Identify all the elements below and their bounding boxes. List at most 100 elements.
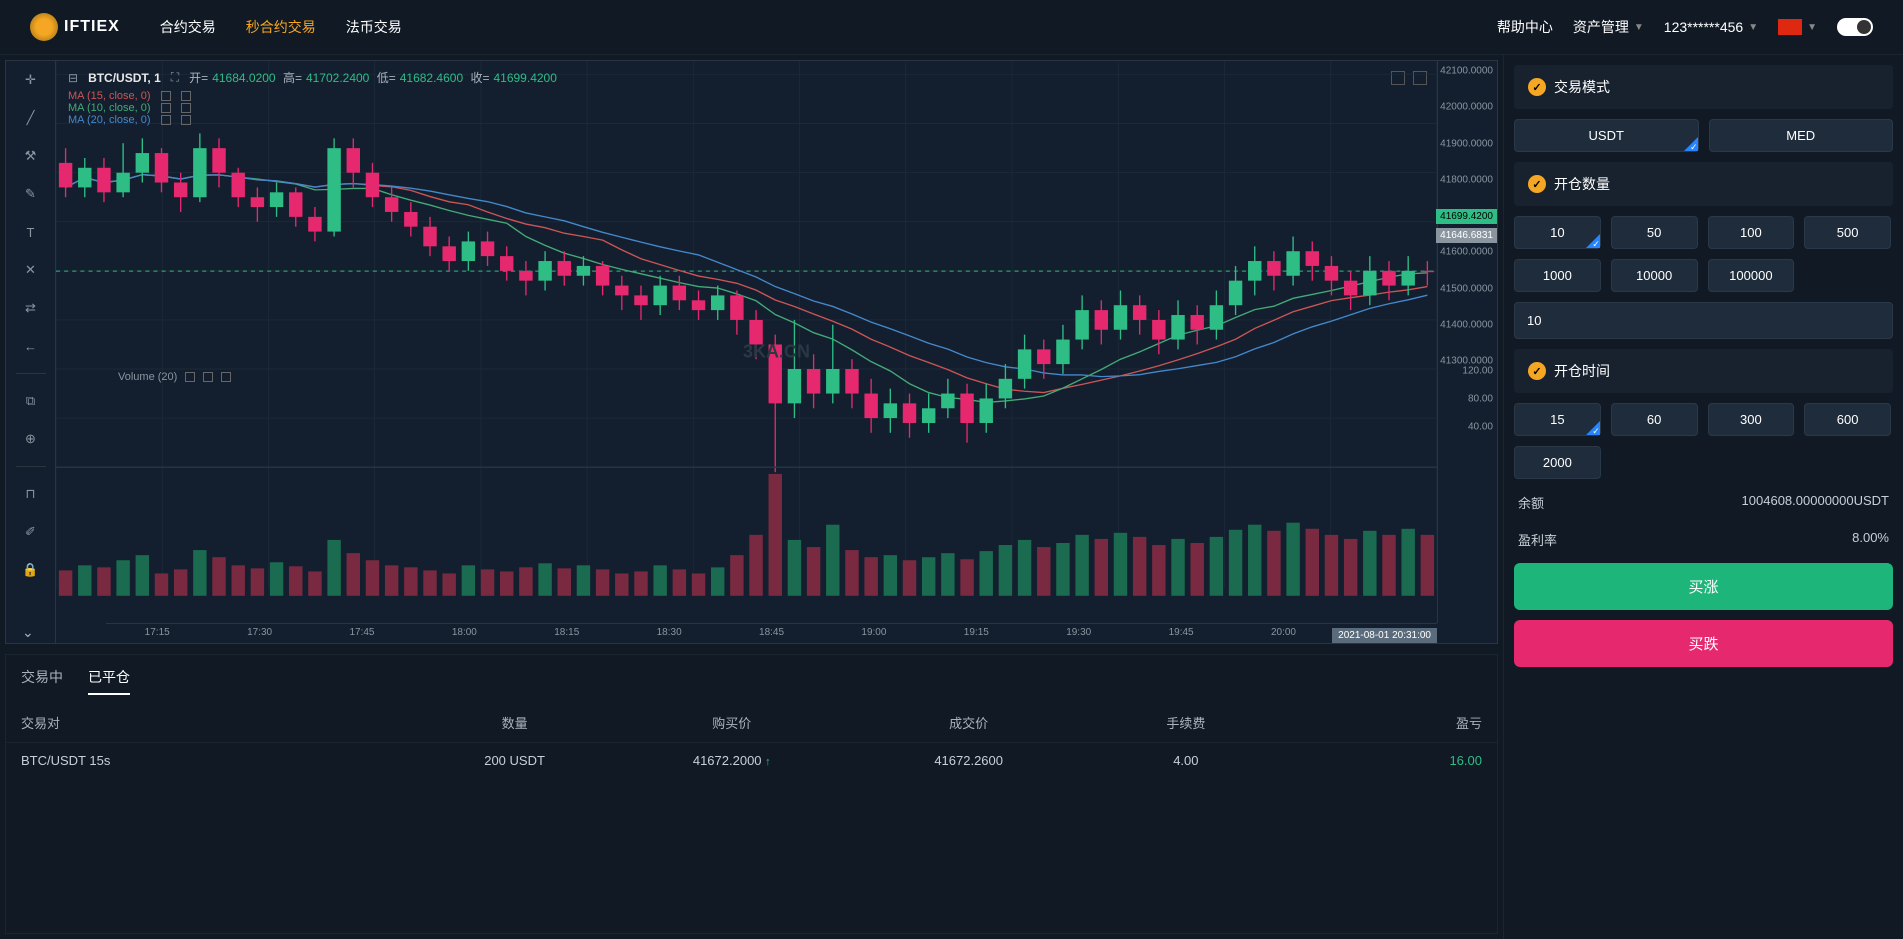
- time-tick: 19:15: [925, 624, 1027, 643]
- ruler-icon[interactable]: ⧉: [20, 390, 42, 412]
- expand-icon[interactable]: ⌄: [22, 624, 34, 641]
- qty-input[interactable]: [1514, 302, 1893, 339]
- qty-btns-option[interactable]: 10: [1514, 216, 1601, 249]
- ma-indicator: MA (15, close, 0): [68, 90, 561, 102]
- time-btns-option[interactable]: 600: [1804, 403, 1891, 436]
- order-tab[interactable]: 交易中: [21, 667, 63, 695]
- price-tick: 41800.0000: [1440, 174, 1493, 185]
- user-dropdown[interactable]: 123******456 ▼: [1664, 19, 1758, 35]
- time-btns-option[interactable]: 300: [1708, 403, 1795, 436]
- balance-value: 1004608.00000000USDT: [1742, 493, 1889, 512]
- nav-link[interactable]: 合约交易: [160, 17, 216, 37]
- chevron-down-icon: ▼: [1807, 22, 1817, 33]
- language-dropdown[interactable]: ▼: [1778, 19, 1817, 35]
- ma-close-icon[interactable]: [181, 91, 191, 101]
- volume-label: Volume (20): [118, 371, 231, 383]
- pattern-icon[interactable]: ✕: [20, 259, 42, 281]
- text-icon[interactable]: T: [20, 221, 42, 243]
- flag-icon: [1778, 19, 1802, 35]
- ma-visibility-icon[interactable]: [161, 115, 171, 125]
- time-btns-option[interactable]: 15: [1514, 403, 1601, 436]
- trendline-icon[interactable]: ╱: [20, 107, 42, 129]
- time-tick: 19:30: [1028, 624, 1130, 643]
- order-tabs: 交易中已平仓: [6, 655, 1497, 703]
- chevron-down-icon: ▼: [1634, 22, 1644, 33]
- time-tick: 18:45: [720, 624, 822, 643]
- chart-area: ✛ ╱ ⚒ ✎ T ✕ ⇄ ← ⧉ ⊕ ⊓ ✐ 🔒 ⌄ ⊟: [5, 60, 1498, 644]
- current-price-badge: 41699.4200: [1436, 209, 1497, 224]
- qty-btns-option[interactable]: 100: [1708, 216, 1795, 249]
- vol-settings-icon[interactable]: [203, 372, 213, 382]
- qty-btns-option[interactable]: 1000: [1514, 259, 1601, 292]
- time-tick: 19:00: [823, 624, 925, 643]
- col-pl: 盈亏: [1285, 713, 1482, 732]
- orders-panel: 交易中已平仓 交易对 数量 购买价 成交价 手续费 盈亏 BTC/USDT 15…: [5, 654, 1498, 934]
- help-link[interactable]: 帮助中心: [1497, 17, 1553, 37]
- fullscreen-icon[interactable]: ⛶: [171, 70, 179, 85]
- vol-tick: 120.00: [1462, 366, 1493, 377]
- col-pair: 交易对: [21, 713, 416, 732]
- qty-buttons: 10 50 100 500 1000 10000 100000: [1514, 216, 1893, 292]
- buy-button[interactable]: 买涨: [1514, 563, 1893, 610]
- balance-row: 余额 1004608.00000000USDT: [1514, 489, 1893, 516]
- price-tick: 41600.0000: [1440, 247, 1493, 258]
- ma-close-icon[interactable]: [181, 115, 191, 125]
- order-row[interactable]: BTC/USDT 15s 200 USDT 41672.2000 ↑ 41672…: [6, 743, 1497, 778]
- time-tick: 19:45: [1130, 624, 1232, 643]
- logo-icon: [30, 13, 58, 41]
- qty-btns-option[interactable]: 100000: [1708, 259, 1795, 292]
- nav-link[interactable]: 秒合约交易: [246, 17, 316, 37]
- price-axis[interactable]: 42100.000042000.000041900.000041800.0000…: [1437, 61, 1497, 623]
- header-right: 帮助中心 资产管理 ▼ 123******456 ▼ ▼: [1497, 17, 1873, 37]
- rate-label: 盈利率: [1518, 530, 1557, 549]
- visibility-icon[interactable]: ⊟: [68, 71, 78, 85]
- logo[interactable]: IFTIEX: [30, 13, 120, 41]
- chart-header: ⊟ BTC/USDT, 1 ⛶ 开=41684.0200 高=41702.240…: [68, 69, 561, 126]
- ma-visibility-icon[interactable]: [161, 91, 171, 101]
- settings-icon[interactable]: ⇄: [20, 297, 42, 319]
- qty-btns-option[interactable]: 500: [1804, 216, 1891, 249]
- time-tick: 18:30: [618, 624, 720, 643]
- chart-canvas[interactable]: [56, 61, 1437, 616]
- arrow-left-icon[interactable]: ←: [20, 335, 42, 357]
- mode-btns-option[interactable]: USDT: [1514, 119, 1699, 152]
- ma-indicator: MA (20, close, 0): [68, 114, 561, 126]
- cell-deal: 41672.2600: [850, 753, 1087, 768]
- magnet-icon[interactable]: ⊓: [20, 483, 42, 505]
- time-tick: 18:15: [516, 624, 618, 643]
- order-tab[interactable]: 已平仓: [88, 667, 130, 695]
- nav: 合约交易 秒合约交易 法币交易: [160, 17, 402, 37]
- qty-btns-option[interactable]: 10000: [1611, 259, 1698, 292]
- zoom-icon[interactable]: ⊕: [20, 428, 42, 450]
- vol-close-icon[interactable]: [221, 372, 231, 382]
- vol-visibility-icon[interactable]: [185, 372, 195, 382]
- brush-icon[interactable]: ✎: [20, 183, 42, 205]
- mode-section: ✓ 交易模式: [1514, 65, 1893, 109]
- price-tick: 42100.0000: [1440, 66, 1493, 77]
- fib-icon[interactable]: ⚒: [20, 145, 42, 167]
- ma-indicator: MA (10, close, 0): [68, 102, 561, 114]
- qty-btns-option[interactable]: 50: [1611, 216, 1698, 249]
- cell-pl: 16.00: [1285, 753, 1482, 768]
- mode-btns-option[interactable]: MED: [1709, 119, 1894, 152]
- time-axis[interactable]: 17:1517:3017:4518:0018:1518:3018:4519:00…: [106, 623, 1437, 643]
- ma-close-icon[interactable]: [181, 103, 191, 113]
- time-section: ✓ 开仓时间: [1514, 349, 1893, 393]
- time-btns-option[interactable]: 2000: [1514, 446, 1601, 479]
- time-btns-option[interactable]: 60: [1611, 403, 1698, 436]
- crosshair-icon[interactable]: ✛: [20, 69, 42, 91]
- lock-icon[interactable]: 🔒: [20, 559, 42, 581]
- qty-title: 开仓数量: [1554, 174, 1610, 194]
- check-icon: ✓: [1528, 78, 1546, 96]
- col-deal: 成交价: [850, 713, 1087, 732]
- theme-toggle[interactable]: [1837, 18, 1873, 36]
- time-buttons: 15 60 300 600 2000: [1514, 403, 1893, 479]
- nav-link[interactable]: 法币交易: [346, 17, 402, 37]
- pencil-icon[interactable]: ✐: [20, 521, 42, 543]
- mode-title: 交易模式: [1554, 77, 1610, 97]
- ma-visibility-icon[interactable]: [161, 103, 171, 113]
- sell-button[interactable]: 买跌: [1514, 620, 1893, 667]
- ohlc: 开=41684.0200 高=41702.2400 低=41682.4600 收…: [189, 69, 561, 86]
- assets-dropdown[interactable]: 资产管理 ▼: [1573, 17, 1644, 37]
- rate-value: 8.00%: [1852, 530, 1889, 549]
